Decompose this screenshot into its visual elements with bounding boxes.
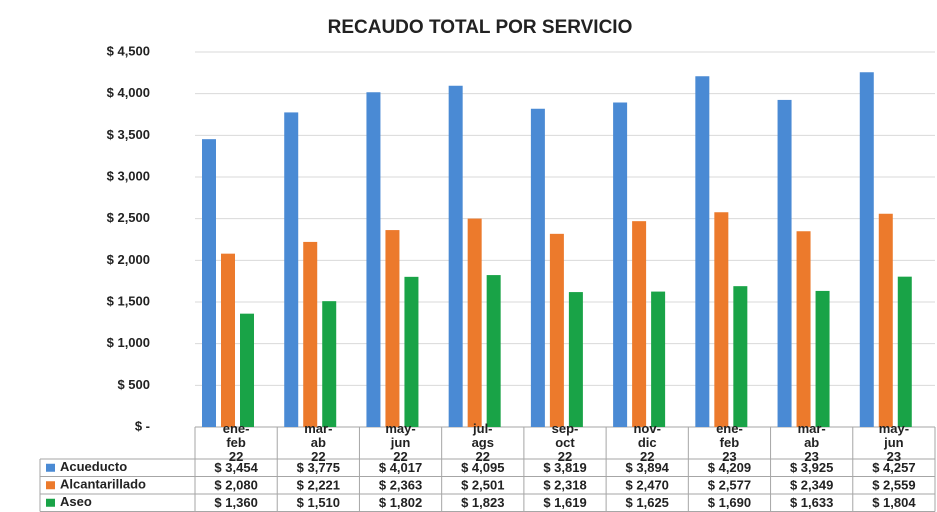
x-tick-text: nov-dic 22 — [633, 421, 661, 464]
bar — [549, 233, 564, 427]
x-tick-label: may-jun 22 — [359, 422, 441, 464]
value-label: $ 2,470 — [626, 478, 669, 493]
bar — [613, 102, 628, 427]
value-label: $ 2,577 — [708, 478, 751, 493]
x-tick-text: ene-feb 22 — [222, 421, 250, 464]
value-label: $ 3,894 — [626, 460, 670, 475]
bar — [240, 313, 254, 427]
value-label: $ 1,804 — [872, 495, 916, 510]
bar — [777, 99, 792, 428]
bar — [815, 290, 830, 427]
bar — [221, 253, 235, 427]
y-tick-label: $ 3,000 — [107, 168, 150, 183]
value-label: $ 3,775 — [297, 460, 340, 475]
value-label: $ 3,819 — [543, 460, 586, 475]
legend-label: Aseo — [60, 494, 92, 509]
bar — [284, 112, 299, 428]
y-tick-label: $ 1,000 — [107, 335, 150, 350]
bar — [530, 108, 545, 427]
bar — [897, 276, 912, 427]
bar — [448, 85, 463, 427]
value-label: $ 1,360 — [214, 495, 257, 510]
bar — [385, 230, 400, 427]
bar — [467, 218, 482, 427]
x-tick-label: mar-ab 22 — [277, 422, 359, 464]
value-label: $ 3,454 — [214, 460, 258, 475]
value-label: $ 4,209 — [708, 460, 751, 475]
y-tick-label: $ 1,500 — [107, 293, 150, 308]
bar — [322, 301, 337, 427]
bar — [796, 231, 811, 427]
legend-label: Acueducto — [60, 459, 127, 474]
value-label: $ 2,559 — [872, 478, 915, 493]
value-label: $ 2,501 — [461, 478, 504, 493]
y-tick-label: $ 3,500 — [107, 127, 150, 142]
bar — [303, 241, 318, 427]
x-tick-label: sep-oct 22 — [524, 422, 606, 464]
bar — [878, 213, 893, 427]
legend-key — [46, 481, 55, 490]
x-tick-text: ene-feb 23 — [716, 421, 743, 464]
value-label: $ 1,625 — [626, 495, 669, 510]
y-tick-label: $ 2,500 — [107, 210, 150, 225]
y-tick-label: $ 4,000 — [107, 85, 150, 100]
y-tick-label: $ 2,000 — [107, 252, 150, 267]
value-label: $ 2,363 — [379, 478, 422, 493]
x-tick-label: nov-dic 22 — [606, 422, 688, 464]
chart-title: RECAUDO TOTAL POR SERVICIO — [328, 17, 633, 38]
x-tick-text: mar-ab 22 — [304, 421, 333, 464]
value-label: $ 2,080 — [214, 478, 257, 493]
y-tick-label: $ 4,500 — [107, 43, 150, 58]
bar — [733, 286, 748, 427]
x-tick-label: ene-feb 22 — [195, 422, 277, 464]
legend-label: Alcantarillado — [60, 477, 146, 492]
y-tick-label: $ - — [135, 418, 150, 433]
value-label: $ 1,510 — [297, 495, 340, 510]
bar — [695, 76, 710, 427]
x-tick-text: sep-oct 22 — [551, 421, 579, 464]
value-label: $ 4,257 — [872, 460, 915, 475]
value-label: $ 4,017 — [379, 460, 422, 475]
legend-key — [46, 498, 55, 507]
legend-key — [46, 463, 55, 472]
bar — [404, 276, 419, 427]
x-tick-text: jul-ags 22 — [471, 421, 494, 464]
bar — [486, 275, 501, 427]
value-label: $ 4,095 — [461, 460, 504, 475]
x-tick-label: jul-ags 22 — [442, 422, 524, 464]
bar — [366, 92, 381, 427]
x-tick-text: may-jun 22 — [385, 421, 416, 464]
value-label: $ 3,925 — [790, 460, 833, 475]
value-label: $ 2,221 — [297, 478, 340, 493]
x-tick-text: may-jun 23 — [878, 421, 910, 464]
value-label: $ 1,802 — [379, 495, 422, 510]
bar — [859, 72, 874, 427]
value-label: $ 1,633 — [790, 495, 833, 510]
bar — [202, 139, 216, 427]
x-tick-label: ene-feb 23 — [688, 422, 770, 464]
value-label: $ 1,823 — [461, 495, 504, 510]
bar — [568, 292, 583, 427]
x-tick-label: may-jun 23 — [853, 422, 935, 464]
x-tick-text: mar-ab 23 — [797, 421, 826, 464]
bar — [632, 221, 647, 427]
value-label: $ 2,318 — [543, 478, 586, 493]
y-tick-label: $ 500 — [117, 377, 150, 392]
value-label: $ 1,619 — [543, 495, 586, 510]
x-tick-label: mar-ab 23 — [771, 422, 853, 464]
bar — [651, 291, 666, 427]
value-label: $ 1,690 — [708, 495, 751, 510]
bar — [714, 212, 729, 427]
value-label: $ 2,349 — [790, 478, 833, 493]
